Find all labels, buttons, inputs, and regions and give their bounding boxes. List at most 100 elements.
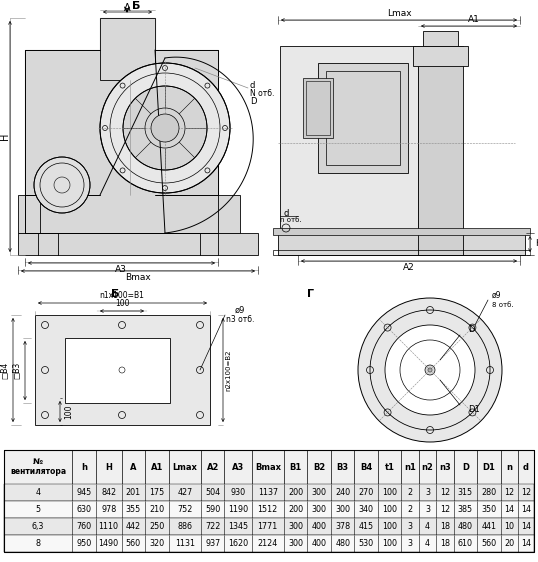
Text: A: A [130,463,137,472]
Text: 1131: 1131 [175,539,195,548]
Text: 14: 14 [521,505,531,514]
Text: 886: 886 [178,522,192,531]
Bar [4,450,534,484]
Text: A: A [124,3,130,13]
Text: 100: 100 [115,300,129,309]
Circle shape [158,121,172,135]
Bar [273,228,530,235]
Text: 3: 3 [408,539,413,548]
Text: 300: 300 [288,539,303,548]
Bar [413,46,468,66]
Text: Б: Б [132,1,140,11]
Text: Bmax: Bmax [125,274,151,283]
Text: 5: 5 [36,505,40,514]
Bar [18,233,258,255]
Text: B4: B4 [360,463,372,472]
Text: D: D [468,325,475,334]
Bar [306,81,330,135]
Bar [273,250,530,255]
Text: D: D [250,97,257,106]
Text: H: H [0,132,10,140]
Text: D1: D1 [468,406,480,415]
Text: □B3: □B3 [12,361,22,379]
Text: N отб.: N отб. [250,88,274,97]
Text: 12: 12 [440,505,450,514]
Bar [4,535,534,552]
Circle shape [425,365,435,375]
Text: 280: 280 [481,488,497,497]
Bar [4,518,534,535]
Text: 18: 18 [440,539,450,548]
Bar [4,484,534,501]
Circle shape [151,114,179,142]
Text: Г: Г [307,289,314,299]
Text: A1: A1 [468,15,480,24]
Text: B1: B1 [289,463,302,472]
Bar [65,338,170,403]
Text: 100: 100 [65,405,74,419]
Text: 722: 722 [205,522,221,531]
Text: 930: 930 [230,488,246,497]
Text: 610: 610 [458,539,473,548]
Text: 945: 945 [76,488,91,497]
Text: 480: 480 [458,522,473,531]
Text: d: d [250,80,256,89]
Text: 560: 560 [126,539,141,548]
Text: 400: 400 [312,522,327,531]
Text: 630: 630 [76,505,91,514]
Bar [278,233,525,255]
Text: n3 отб.: n3 отб. [226,315,254,324]
Bar [218,195,240,233]
Text: 10: 10 [504,522,514,531]
Text: ø9: ø9 [492,291,501,300]
Polygon shape [25,18,218,195]
Text: 201: 201 [126,488,141,497]
Text: 300: 300 [335,505,350,514]
Text: A2: A2 [207,463,219,472]
Text: 12: 12 [521,488,531,497]
Bar [18,195,40,233]
Text: 978: 978 [101,505,116,514]
Text: □B4: □B4 [1,361,10,379]
Text: вентилятора: вентилятора [10,468,66,477]
Text: 350: 350 [481,505,497,514]
Bar [326,71,400,165]
Text: 1345: 1345 [228,522,248,531]
Bar [318,63,408,173]
Text: 530: 530 [359,539,374,548]
Text: 1620: 1620 [228,539,248,548]
Text: n отб.: n отб. [280,217,302,223]
Text: 200: 200 [288,505,303,514]
Circle shape [123,86,207,170]
Bar [35,315,210,425]
Text: Б: Б [111,289,119,299]
Text: 385: 385 [458,505,473,514]
Text: 560: 560 [481,539,497,548]
Text: B2: B2 [313,463,325,472]
Text: 427: 427 [177,488,193,497]
Text: n1x100=B1: n1x100=B1 [100,292,144,301]
Text: A1: A1 [151,463,163,472]
Bar [100,18,155,80]
Text: A3: A3 [232,463,244,472]
Text: 14: 14 [504,505,514,514]
Text: 415: 415 [359,522,374,531]
Text: 1490: 1490 [98,539,119,548]
Text: 2: 2 [408,488,413,497]
Text: 14: 14 [521,539,531,548]
Text: 18: 18 [440,522,450,531]
Text: B3: B3 [337,463,349,472]
Text: n1: n1 [404,463,416,472]
Text: 480: 480 [335,539,350,548]
Polygon shape [25,195,218,233]
Text: 355: 355 [126,505,141,514]
Text: 400: 400 [312,539,327,548]
Text: 760: 760 [76,522,91,531]
Text: D: D [462,463,469,472]
Text: h: h [535,239,538,248]
Text: 100: 100 [382,488,397,497]
Text: 315: 315 [458,488,473,497]
Bar [423,31,458,46]
Polygon shape [25,195,218,255]
Text: 378: 378 [335,522,350,531]
